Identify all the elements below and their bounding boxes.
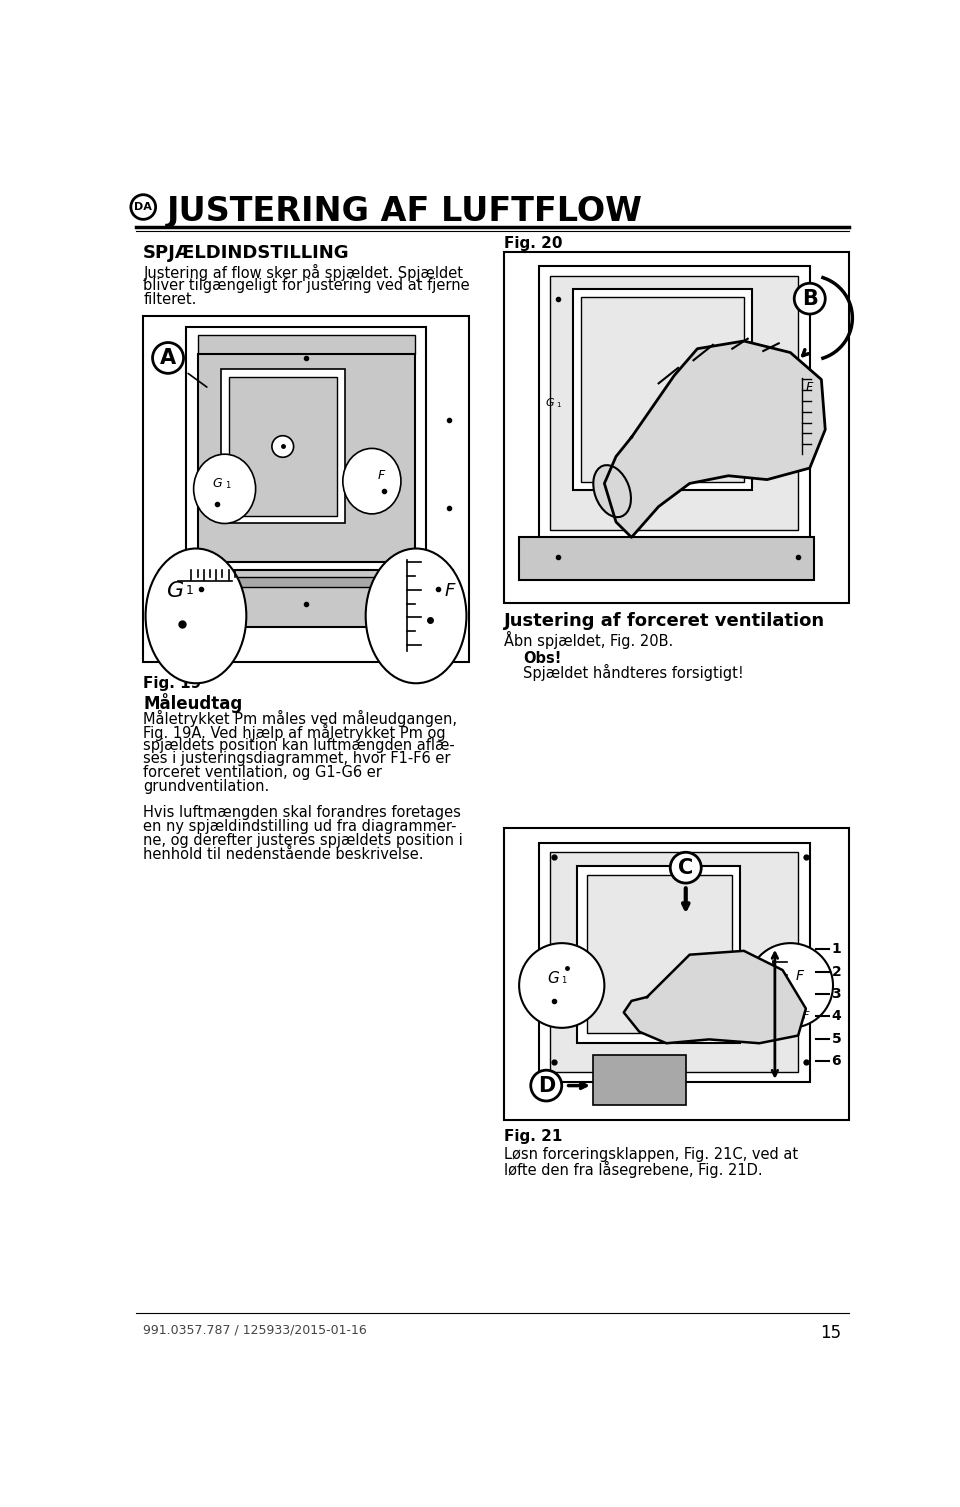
Bar [573, 289, 752, 490]
Ellipse shape [194, 454, 255, 523]
Ellipse shape [146, 549, 247, 683]
Text: DA: DA [134, 202, 153, 212]
Bar [198, 335, 415, 354]
Text: ses i justeringsdiagrammet, hvor F1-F6 er: ses i justeringsdiagrammet, hvor F1-F6 e… [143, 752, 451, 767]
Text: 1: 1 [561, 975, 566, 984]
Bar [158, 577, 453, 586]
Text: Fig. 20: Fig. 20 [504, 237, 563, 252]
Ellipse shape [343, 449, 401, 514]
Bar [158, 570, 453, 627]
Text: F: F [803, 1011, 809, 1022]
Ellipse shape [366, 549, 467, 683]
Text: 3: 3 [831, 987, 841, 1001]
Text: Løsn forceringsklappen, Fig. 21C, ved at: Løsn forceringsklappen, Fig. 21C, ved at [504, 1147, 798, 1162]
Text: spjældets position kan luftmængden aflæ-: spjældets position kan luftmængden aflæ- [143, 737, 455, 752]
Bar [577, 867, 740, 1043]
Text: en ny spjældindstilling ud fra diagrammer-: en ny spjældindstilling ud fra diagramme… [143, 820, 457, 835]
Text: F: F [796, 969, 804, 983]
Bar [221, 369, 345, 523]
Text: forceret ventilation, og G1-G6 er: forceret ventilation, og G1-G6 er [143, 766, 382, 781]
Text: 15: 15 [820, 1323, 841, 1341]
Bar [519, 538, 814, 580]
Text: 5: 5 [831, 1032, 841, 1046]
Text: D: D [538, 1076, 555, 1096]
Bar [581, 297, 744, 482]
Text: Måletrykket Pm måles ved måleudgangen,: Måletrykket Pm måles ved måleudgangen, [143, 710, 457, 726]
Text: C: C [678, 857, 693, 877]
Text: ne, og derefter justeres spjældets position i: ne, og derefter justeres spjældets posit… [143, 833, 463, 848]
Text: G: G [547, 971, 559, 986]
Text: G: G [213, 476, 223, 490]
Text: løfte den fra låsegrebene, Fig. 21D.: løfte den fra låsegrebene, Fig. 21D. [504, 1160, 762, 1178]
Text: 1: 1 [557, 402, 561, 408]
Text: B: B [802, 289, 818, 309]
Text: 6: 6 [831, 1053, 841, 1068]
Bar [550, 853, 798, 1071]
Text: grundventilation.: grundventilation. [143, 779, 270, 794]
Text: filteret.: filteret. [143, 292, 197, 307]
Text: 2: 2 [831, 964, 841, 978]
Text: 991.0357.787 / 125933/2015-01-16: 991.0357.787 / 125933/2015-01-16 [143, 1323, 367, 1337]
Bar [539, 842, 809, 1082]
Text: Spjældet håndteres forsigtigt!: Spjældet håndteres forsigtigt! [523, 665, 744, 681]
Bar [592, 1055, 685, 1105]
Circle shape [670, 853, 701, 883]
Text: SPJÆLDINDSTILLING: SPJÆLDINDSTILLING [143, 244, 349, 262]
Text: Justering af forceret ventilation: Justering af forceret ventilation [504, 612, 825, 630]
Text: F: F [377, 469, 385, 482]
Circle shape [748, 943, 833, 1028]
Text: 4: 4 [831, 1010, 841, 1023]
Circle shape [531, 1070, 562, 1102]
Text: A: A [160, 348, 176, 368]
Text: Fig. 19A. Ved hjælp af måletrykket Pm og: Fig. 19A. Ved hjælp af måletrykket Pm og [143, 723, 445, 741]
Bar [504, 827, 849, 1120]
Bar [198, 354, 415, 562]
Circle shape [153, 342, 183, 374]
Text: Måleudtag: Måleudtag [143, 693, 243, 713]
Polygon shape [605, 341, 826, 538]
Circle shape [272, 436, 294, 457]
Text: 1: 1 [831, 942, 841, 957]
Ellipse shape [593, 466, 631, 517]
Bar [228, 377, 337, 515]
Text: JUSTERING AF LUFTFLOW: JUSTERING AF LUFTFLOW [166, 194, 642, 228]
Text: Fig. 21: Fig. 21 [504, 1129, 562, 1144]
Text: Fig. 19: Fig. 19 [143, 677, 202, 690]
Text: bliver tilgængeligt for justering ved at fjerne: bliver tilgængeligt for justering ved at… [143, 277, 469, 292]
Bar [550, 276, 798, 529]
Bar [539, 267, 809, 544]
Text: F: F [806, 381, 813, 393]
Circle shape [519, 943, 605, 1028]
Bar [504, 253, 849, 603]
Polygon shape [624, 951, 805, 1043]
Bar [143, 315, 468, 662]
Text: G: G [546, 398, 555, 407]
Text: Obs!: Obs! [523, 651, 562, 666]
Text: F: F [444, 582, 455, 600]
Text: 1: 1 [226, 481, 230, 490]
Bar [186, 327, 426, 574]
Bar [587, 876, 732, 1034]
Text: Åbn spjældet, Fig. 20B.: Åbn spjældet, Fig. 20B. [504, 630, 673, 648]
Text: Hvis luftmængden skal forandres foretages: Hvis luftmængden skal forandres foretage… [143, 805, 461, 820]
Circle shape [794, 283, 826, 313]
Text: 1: 1 [186, 583, 194, 597]
Text: Justering af flow sker på spjældet. Spjældet: Justering af flow sker på spjældet. Spjæ… [143, 264, 464, 280]
Text: G: G [167, 582, 184, 601]
Text: henhold til nedenstående beskrivelse.: henhold til nedenstående beskrivelse. [143, 847, 423, 862]
